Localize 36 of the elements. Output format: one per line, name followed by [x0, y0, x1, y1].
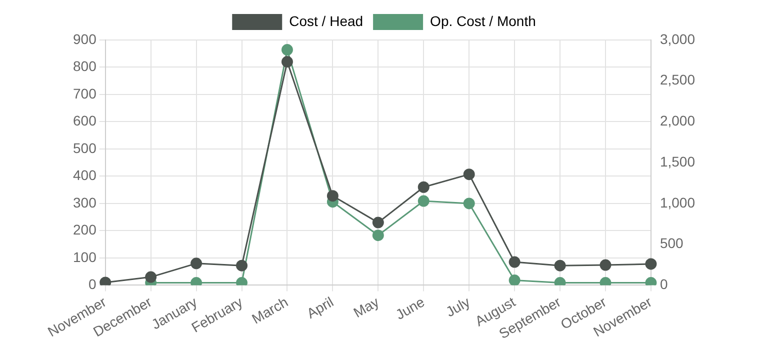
x-tick-label: May: [350, 294, 382, 321]
y2-tick-label: 0: [660, 276, 668, 292]
point: [236, 260, 248, 272]
point: [554, 260, 566, 272]
y-tick-label: 100: [73, 248, 97, 265]
point: [418, 181, 430, 193]
legend-label: Op. Cost / Month: [430, 12, 536, 29]
y-tick-label: 500: [73, 140, 97, 156]
point: [145, 271, 157, 283]
y2-tick-label: 500: [660, 235, 684, 252]
point: [281, 56, 293, 68]
point: [600, 259, 612, 271]
y-tick-label: 700: [73, 85, 97, 102]
y-tick-label: 200: [73, 222, 97, 238]
point: [645, 258, 657, 270]
point: [100, 276, 112, 286]
y2-tick-label: 3,000: [660, 30, 696, 47]
y-tick-label: 600: [73, 112, 97, 129]
y-tick-label: 400: [73, 167, 97, 184]
y-tick-label: 300: [73, 194, 97, 210]
point: [326, 190, 338, 202]
y2-tick-label: 1,000: [660, 194, 696, 210]
legend-label: Cost / Head: [289, 12, 364, 29]
point: [190, 258, 202, 270]
y2-tick-label: 2,000: [660, 112, 696, 129]
y-tick-label: 0: [88, 276, 97, 292]
point: [508, 256, 520, 268]
y-tick-label: 900: [73, 30, 97, 47]
y2-tick-label: 1,500: [660, 153, 696, 170]
x-tick-label: July: [442, 294, 473, 320]
point: [463, 168, 475, 180]
y2-tick-label: 2,500: [660, 72, 696, 88]
point: [372, 216, 384, 228]
x-tick-label: April: [304, 294, 336, 322]
x-tick-label: June: [392, 293, 428, 323]
y-tick-label: 800: [73, 58, 97, 74]
